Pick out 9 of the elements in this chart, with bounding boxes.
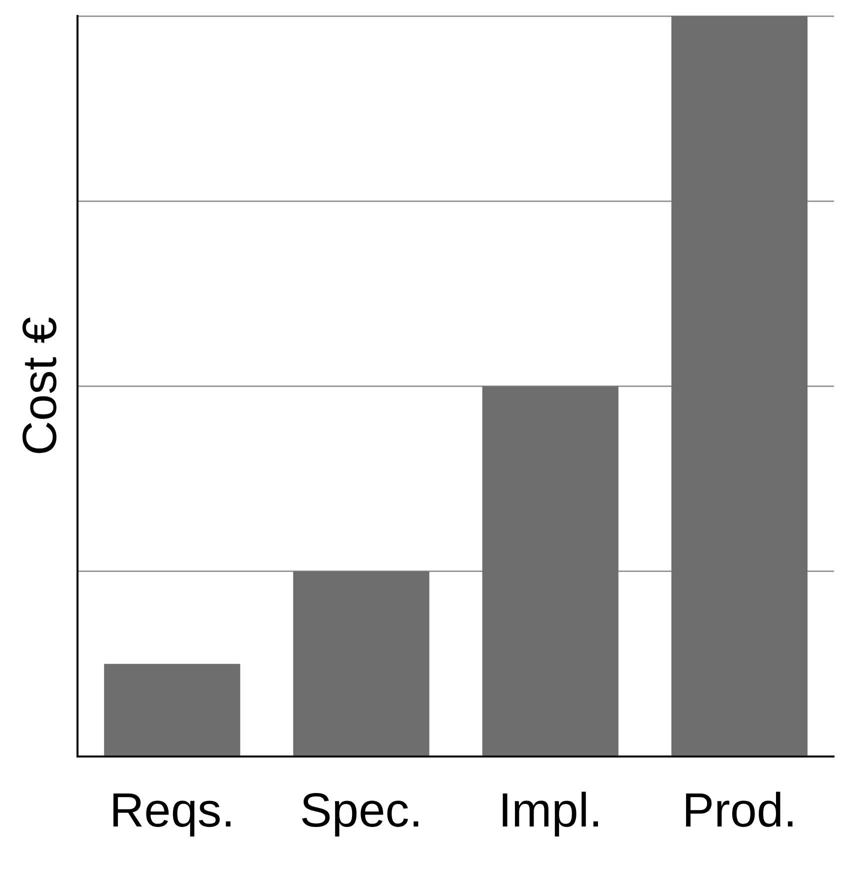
bar — [671, 16, 808, 756]
x-tick-label: Prod. — [682, 784, 797, 838]
x-tick-label: Spec. — [300, 784, 423, 838]
x-tick-label: Reqs. — [109, 784, 235, 838]
bar — [482, 386, 618, 756]
y-axis-title: Cost € — [14, 316, 68, 456]
bar — [104, 664, 240, 756]
x-tick-label: Impl. — [498, 784, 602, 838]
bar — [293, 571, 430, 756]
